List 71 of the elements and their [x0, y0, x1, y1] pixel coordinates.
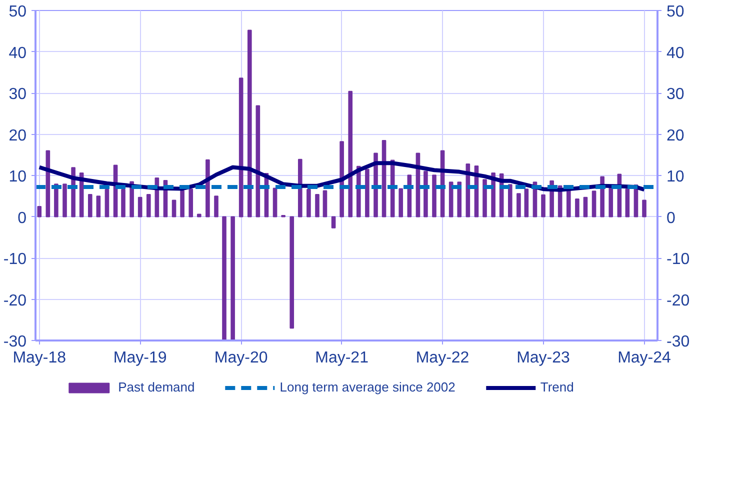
x-tick-label: May-24	[618, 350, 672, 366]
bar	[222, 216, 226, 340]
bar	[290, 216, 294, 329]
y2-tick-label: 0	[666, 210, 676, 227]
y-tick-label: 0	[18, 210, 27, 227]
y2-tick-label: 20	[666, 127, 684, 144]
bar	[508, 184, 512, 218]
y2-tick-label: 50	[666, 4, 684, 20]
bar	[62, 184, 67, 218]
y-tick-label: 20	[8, 127, 27, 144]
bar	[424, 170, 428, 218]
bar	[322, 190, 328, 218]
bar	[206, 159, 210, 218]
bar	[96, 196, 101, 218]
bar	[298, 158, 302, 218]
bar	[331, 216, 336, 228]
x-tick-label: May-22	[416, 350, 470, 366]
bar	[524, 188, 529, 218]
bar	[306, 189, 311, 218]
bar	[398, 188, 404, 218]
x-tick-label: May-20	[214, 350, 268, 366]
bar	[88, 194, 92, 218]
y2-tick-label: -30	[666, 334, 690, 350]
x-tick-label: May-18	[12, 350, 66, 366]
bar	[146, 194, 151, 218]
y2-tick-label: 30	[666, 86, 684, 103]
bar	[196, 214, 202, 218]
y-tick-label: 10	[8, 168, 27, 186]
y-tick-label: -30	[3, 334, 27, 350]
bar	[583, 196, 588, 218]
y-tick-label: 40	[8, 44, 27, 62]
legend-label: Long term average since 2002	[280, 380, 456, 394]
bar	[315, 194, 320, 218]
bar	[516, 193, 521, 218]
bar	[104, 189, 110, 218]
bar	[432, 174, 436, 218]
y2-tick-label: 40	[666, 44, 684, 62]
y2-tick-label: -10	[666, 251, 690, 268]
bar	[188, 188, 194, 218]
bar	[566, 190, 571, 218]
legend-label: Past demand	[118, 380, 195, 394]
bar	[625, 188, 630, 218]
bar	[230, 216, 235, 340]
bar	[448, 182, 454, 218]
bar	[642, 200, 646, 218]
bar	[214, 196, 218, 218]
y2-tick-label: -20	[666, 292, 690, 310]
bar	[180, 190, 184, 218]
bar	[121, 189, 126, 218]
bar	[247, 30, 252, 218]
x-tick-label: May-21	[315, 350, 369, 366]
bar	[272, 188, 278, 218]
bar	[482, 179, 487, 218]
bar	[37, 206, 42, 218]
bar	[541, 194, 546, 218]
y-tick-label: 50	[8, 4, 27, 20]
x-tick-label: May-23	[516, 350, 570, 366]
y2-tick-label: 10	[666, 168, 684, 186]
bar	[365, 168, 370, 218]
y-tick-label: -10	[3, 251, 27, 268]
bar	[138, 196, 142, 218]
bar	[575, 198, 580, 218]
bar	[348, 90, 353, 218]
y-tick-label: -20	[3, 292, 27, 310]
bar	[592, 190, 596, 218]
bar	[172, 200, 176, 218]
bar	[238, 78, 244, 218]
bar	[340, 141, 344, 218]
x-tick-label: May-19	[113, 350, 167, 366]
legend-label: Trend	[540, 380, 574, 394]
y-tick-label: 30	[8, 86, 27, 103]
